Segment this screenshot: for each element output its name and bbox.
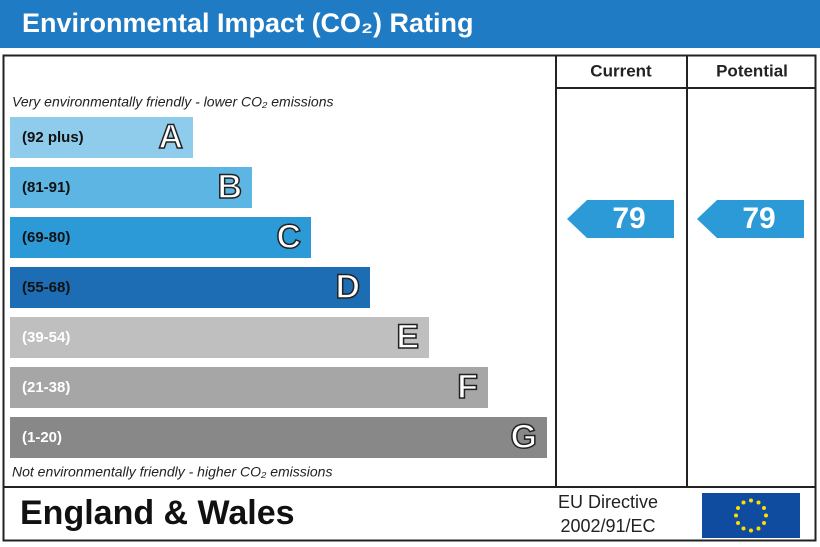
flag-star [749, 528, 753, 533]
band-range: (39-54) [22, 329, 70, 346]
flag-star [749, 498, 753, 503]
band-bar [10, 367, 488, 408]
header-bar [0, 0, 820, 48]
flag-star [736, 521, 741, 525]
region: England & Wales [20, 494, 295, 532]
flag-star [764, 513, 768, 518]
flag-star [756, 526, 761, 531]
frame [2, 54, 817, 542]
band-letter: E [396, 318, 419, 356]
flag-star [761, 521, 766, 525]
band-bar [10, 117, 193, 158]
flag-star [741, 526, 746, 531]
band-letter: F [457, 368, 478, 406]
column-header: Current [590, 61, 652, 80]
directive: EU Directive [558, 492, 658, 512]
band-letter: A [158, 118, 183, 156]
flag-star [736, 506, 741, 510]
band-range: (55-68) [22, 279, 70, 296]
band-letter: C [276, 218, 301, 256]
band-bar [10, 267, 370, 308]
eu-flag [702, 493, 800, 538]
rating-value: 79 [612, 202, 645, 235]
rating-arrow [697, 200, 804, 238]
flag-star [741, 500, 746, 505]
band-letter: D [335, 268, 360, 306]
band-bar [10, 217, 311, 258]
flag-star [761, 506, 766, 510]
column-header: Potential [716, 61, 788, 80]
band-range: (81-91) [22, 179, 70, 196]
band-bar [10, 417, 547, 458]
directive: 2002/91/EC [560, 516, 655, 536]
band-bar [10, 317, 429, 358]
bottom-note: Not environmentally friendly - higher CO… [12, 464, 332, 480]
band-letter: G [511, 418, 537, 456]
band-range: (69-80) [22, 229, 70, 246]
rating-arrow [567, 200, 674, 238]
title: Environmental Impact (CO₂) Rating [22, 8, 474, 38]
top-note: Very environmentally friendly - lower CO… [12, 94, 333, 110]
band-range: (1-20) [22, 429, 62, 446]
band-range: (21-38) [22, 379, 70, 396]
flag-star [734, 513, 738, 518]
band-range: (92 plus) [22, 129, 84, 146]
rating-value: 79 [742, 202, 775, 235]
band-bar [10, 167, 252, 208]
flag-star [756, 500, 761, 505]
band-letter: B [217, 168, 242, 206]
